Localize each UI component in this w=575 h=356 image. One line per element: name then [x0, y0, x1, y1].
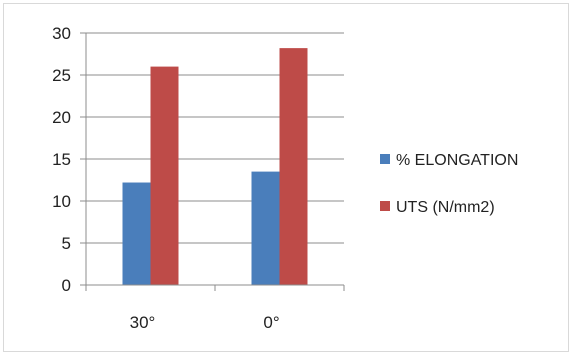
legend-swatch — [380, 154, 390, 164]
axes — [80, 32, 345, 291]
y-tick-label: 0 — [62, 276, 71, 295]
y-tick-label: 30 — [52, 24, 71, 43]
legend: % ELONGATION UTS (N/mm2) — [380, 152, 518, 216]
y-tick-label: 25 — [52, 66, 71, 85]
y-tick-label: 15 — [52, 150, 71, 169]
bars — [122, 48, 308, 286]
x-tick-label: 30° — [130, 313, 156, 332]
legend-label: % ELONGATION — [396, 152, 518, 169]
y-tick-label: 5 — [62, 234, 71, 253]
legend-swatch — [380, 201, 390, 211]
x-tick-labels: 30° 0° — [130, 313, 280, 332]
bar — [150, 66, 179, 285]
x-tick-label: 0° — [263, 313, 279, 332]
y-tick-label: 10 — [52, 192, 71, 211]
y-tick-labels: 0 5 10 15 20 25 30 — [52, 24, 71, 295]
bar — [122, 182, 151, 285]
bar — [251, 171, 280, 285]
legend-label: UTS (N/mm2) — [396, 199, 495, 216]
y-tick-label: 20 — [52, 108, 71, 127]
bar — [279, 48, 308, 286]
